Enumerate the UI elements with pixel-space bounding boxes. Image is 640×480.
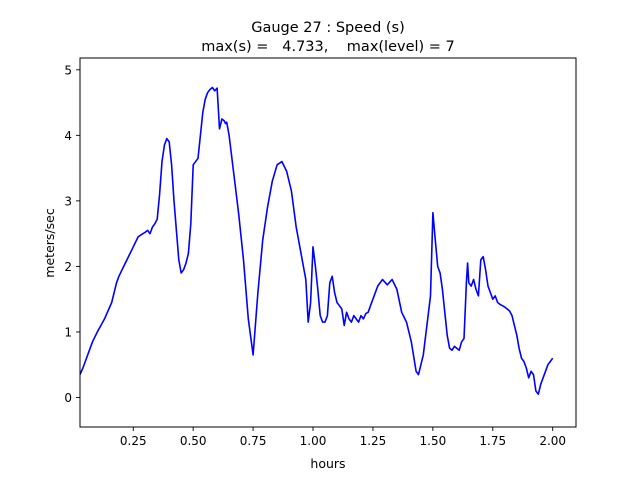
plot-frame <box>79 57 577 428</box>
y-tick-label: 2 <box>64 260 72 274</box>
y-tick-label: 1 <box>64 325 72 339</box>
x-axis-label: hours <box>310 456 345 471</box>
chart-title: Gauge 27 : Speed (s) <box>251 20 405 36</box>
x-tick-label: 1.00 <box>300 434 327 448</box>
x-tick-label: 1.75 <box>479 434 506 448</box>
speed-line <box>79 86 554 396</box>
plot-area <box>80 58 576 427</box>
chart-subtitle: max(s) = 4.733, max(level) = 7 <box>201 39 455 55</box>
x-tick-label: 0.75 <box>240 434 267 448</box>
y-axis-label: meters/sec <box>42 208 57 278</box>
x-tick-label: 2.00 <box>539 434 566 448</box>
x-tick-label: 1.50 <box>420 434 447 448</box>
y-tick-label: 0 <box>64 391 72 405</box>
series-layer <box>79 86 554 396</box>
x-tick-label: 1.25 <box>360 434 387 448</box>
y-axis: 0 1 2 3 4 5 <box>64 63 80 405</box>
x-tick-label: 0.50 <box>180 434 207 448</box>
x-axis: 0.25 0.50 0.75 1.00 1.25 1.50 1.75 2.00 <box>120 427 566 448</box>
y-tick-label: 4 <box>64 129 72 143</box>
y-tick-label: 5 <box>64 63 72 77</box>
y-tick-label: 3 <box>64 194 72 208</box>
x-tick-label: 0.25 <box>120 434 147 448</box>
